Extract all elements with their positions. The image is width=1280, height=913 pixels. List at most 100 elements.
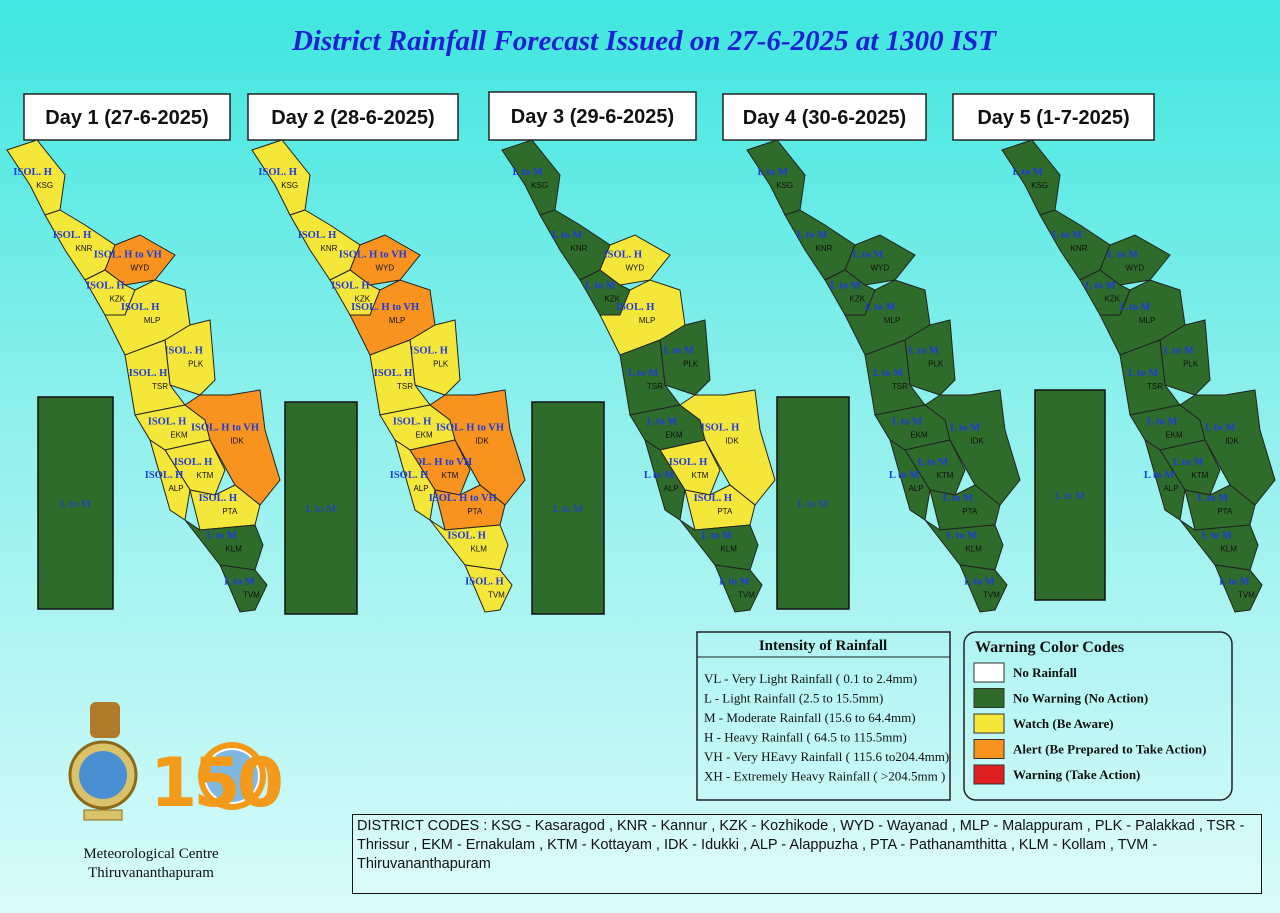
forecast-label: ISOL. H (53, 230, 92, 241)
org-line: Thiruvananthapuram (88, 865, 214, 881)
anniversary-globe (204, 748, 260, 804)
forecast-label: L to M (889, 470, 919, 481)
forecast-label: ISOL. H (374, 368, 413, 379)
district-code: KSG (281, 181, 298, 190)
warning-item: Watch (Be Aware) (1013, 716, 1114, 731)
district-code: PTA (717, 507, 733, 516)
day-map: Day 4 (30-6-2025) L to M L to M KSG L to M KN… (722, 93, 1021, 613)
warning-item: Warning (Take Action) (1013, 767, 1140, 782)
forecast-label: ISOL. H (145, 470, 184, 481)
district-code: KZK (110, 295, 126, 304)
district-code: ALP (413, 484, 428, 493)
district-code: KTM (442, 471, 459, 480)
district (924, 519, 1004, 571)
district (429, 519, 509, 571)
forecast-label: L to M (1163, 346, 1193, 357)
forecast-label: ISOL. H (669, 457, 708, 468)
district-code: TVM (738, 590, 755, 599)
district-code: KZK (355, 295, 371, 304)
day-box (23, 93, 231, 141)
district (369, 339, 431, 416)
forecast-label: ISOL. H to VH (94, 250, 162, 261)
forecast-label: L to M (950, 423, 980, 434)
district (149, 438, 191, 521)
intensity-item: VH - Very HEavy Rainfall ( 115.6 to204.4… (704, 749, 949, 764)
district-code: TSR (1147, 382, 1163, 391)
forecast-label: L to M (553, 503, 583, 515)
district-code: EKM (170, 430, 188, 439)
district-code: KLM (1220, 545, 1237, 554)
forecast-label: ISOL. H (447, 531, 486, 542)
forecast-label: L to M (798, 498, 828, 510)
district-code: KTM (692, 471, 709, 480)
forecast-label: L to M (1173, 457, 1203, 468)
district-code: KLM (470, 545, 487, 554)
district-code: PLK (433, 360, 449, 369)
anniversary-text: 150 (150, 744, 282, 823)
district-code: KTM (937, 471, 954, 480)
forecast-label: L to M (946, 531, 976, 542)
forecast-label: L to M (1055, 490, 1085, 502)
logo-globe (79, 751, 127, 799)
district (1214, 564, 1263, 613)
forecast-label: L to M (943, 493, 973, 504)
lakshadweep (531, 401, 605, 615)
district-code: IDK (970, 437, 984, 446)
district-code: KNR (321, 244, 338, 253)
forecast-label: ISOL. H to VH (351, 302, 419, 313)
day-label: Day 5 (1-7-2025) (977, 107, 1129, 129)
day-label: Day 2 (28-6-2025) (271, 107, 434, 129)
forecast-label: ISOL. H (199, 493, 238, 504)
district (464, 564, 513, 613)
warning-swatch (973, 739, 1005, 759)
forecast-label: L to M (628, 368, 658, 379)
district-code: ALP (1163, 484, 1178, 493)
forecast-label: L to M (1144, 470, 1174, 481)
intensity-item: L - Light Rainfall (2.5 to 15.5mm) (704, 691, 883, 706)
district-code: MLP (884, 316, 900, 325)
forecast-label: L to M (224, 576, 254, 587)
district-code: PLK (188, 360, 204, 369)
district-code: KZK (850, 295, 866, 304)
forecast-label: L to M (1085, 281, 1115, 292)
forecast-label: L to M (1198, 493, 1228, 504)
forecast-label: ISOL. H (86, 281, 125, 292)
forecast-label: L to M (644, 470, 674, 481)
district-code: EKM (1165, 430, 1183, 439)
forecast-label: L to M (1012, 167, 1042, 178)
district-code: TVM (243, 590, 260, 599)
forecast-label: L to M (918, 457, 948, 468)
district-codes: DISTRICT CODES : KSG - Kasaragod , KNR -… (352, 814, 1262, 894)
district-code: TSR (152, 382, 168, 391)
forecast-label: ISOL. H (148, 416, 187, 427)
district-code: WYD (375, 264, 394, 273)
district (394, 438, 436, 521)
day-map: Day 1 (27-6-2025) L to M ISOL. H KSG ISOL. H… (6, 93, 281, 613)
district-code: ALP (168, 484, 183, 493)
forecast-label: ISOL. H (174, 457, 213, 468)
forecast-label: ISOL. H (616, 302, 655, 313)
forecast-label: L to M (1205, 423, 1235, 434)
day-map: Day 2 (28-6-2025) L to M ISOL. H KSG ISOL. H… (247, 93, 526, 615)
forecast-label: L to M (1128, 368, 1158, 379)
district (1179, 519, 1259, 571)
forecast-label: ISOL. H (701, 423, 740, 434)
forecast-label: L to M (512, 167, 542, 178)
district-code: PTA (1217, 507, 1233, 516)
org-line: Meteorological Centre (83, 846, 219, 862)
district-code: KLM (965, 545, 982, 554)
district-code: KZK (605, 295, 621, 304)
forecast-label: L to M (585, 281, 615, 292)
intensity-item: H - Heavy Rainfall ( 64.5 to 115.5mm) (704, 730, 907, 745)
district (1119, 339, 1181, 416)
forecast-label: L to M (206, 531, 236, 542)
forecast-label: L to M (552, 230, 582, 241)
lakshadweep (284, 401, 358, 615)
district-code: ALP (663, 484, 678, 493)
title: District Rainfall Forecast Issued on 27-… (291, 25, 997, 57)
district-code: EKM (910, 430, 928, 439)
day-box (952, 93, 1155, 141)
forecast-label: ISOL. H (393, 416, 432, 427)
forecast-label: L to M (757, 167, 787, 178)
